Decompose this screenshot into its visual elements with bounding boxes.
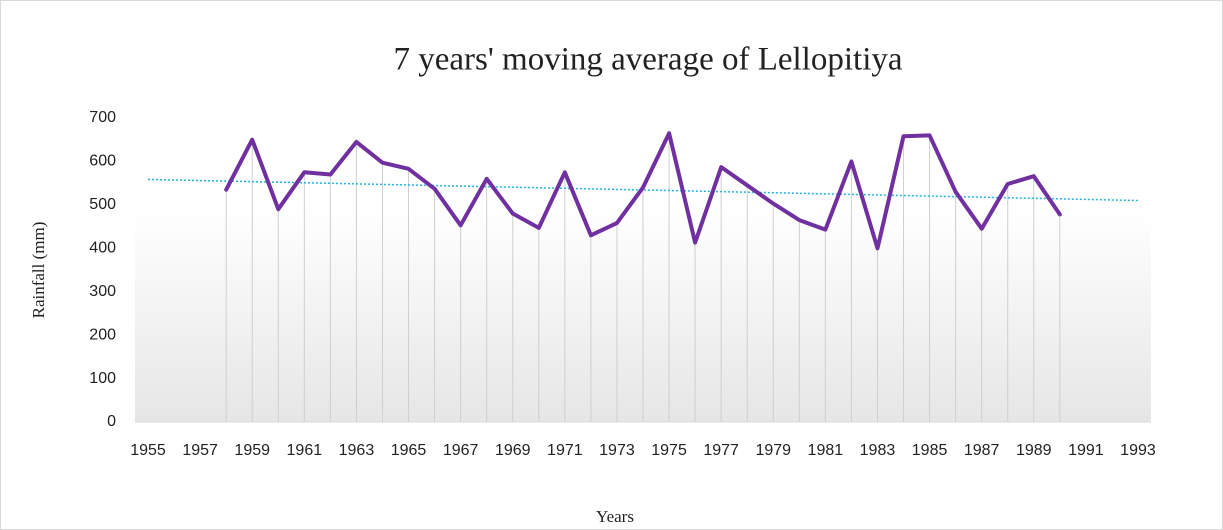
x-tick-label: 1973 [599, 442, 635, 459]
x-tick-label: 1969 [495, 442, 531, 459]
y-tick-label: 300 [89, 283, 116, 300]
x-axis-title: Years [596, 507, 634, 526]
y-tick-label: 700 [89, 109, 116, 126]
y-tick-label: 0 [107, 413, 116, 430]
x-tick-label: 1981 [808, 442, 844, 459]
x-tick-label: 1983 [860, 442, 896, 459]
x-tick-label: 1957 [182, 442, 218, 459]
x-tick-label: 1985 [912, 442, 948, 459]
y-axis-title: Rainfall (mm) [29, 222, 48, 319]
x-tick-label: 1977 [703, 442, 739, 459]
x-tick-label: 1979 [755, 442, 791, 459]
y-tick-label: 100 [89, 370, 116, 387]
x-tick-label: 1955 [130, 442, 166, 459]
data-line [224, 131, 1062, 251]
y-tick-label: 200 [89, 326, 116, 343]
x-tick-label: 1989 [1016, 442, 1052, 459]
x-tick-label: 1961 [287, 442, 323, 459]
trendline [148, 178, 1138, 202]
y-tick-label: 600 [89, 153, 116, 170]
x-tick-label: 1975 [651, 442, 687, 459]
x-tick-label: 1987 [964, 442, 1000, 459]
chart-title: 7 years' moving average of Lellopitiya [393, 42, 902, 78]
x-tick-label: 1959 [234, 442, 270, 459]
x-tick-label: 1967 [443, 442, 479, 459]
x-tick-label: 1991 [1068, 442, 1104, 459]
x-tick-label: 1993 [1120, 442, 1156, 459]
x-tick-label: 1965 [391, 442, 427, 459]
y-tick-label: 500 [89, 196, 116, 213]
y-tick-label: 400 [89, 240, 116, 257]
x-tick-label: 1963 [339, 442, 375, 459]
x-tick-label: 1971 [547, 442, 583, 459]
